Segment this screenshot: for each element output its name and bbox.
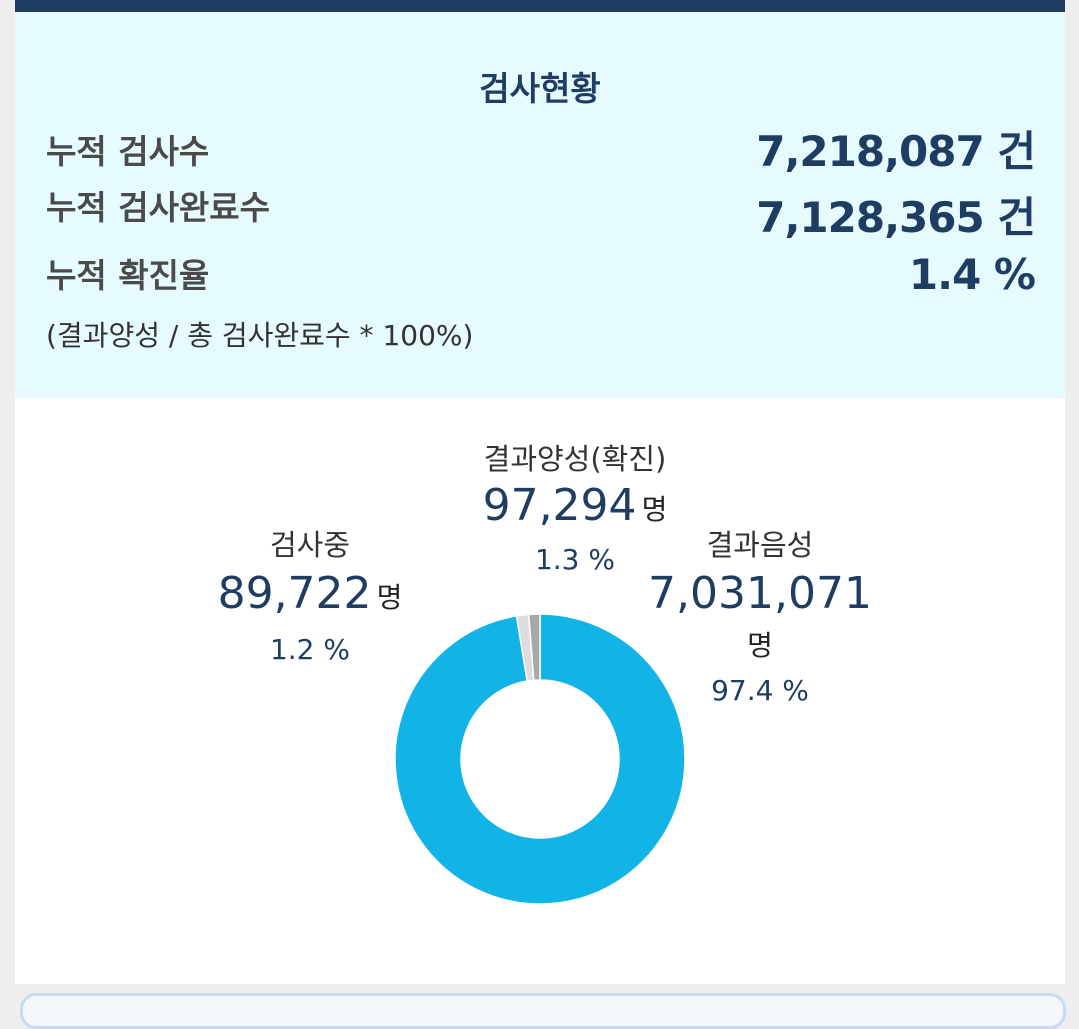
donut-chart	[394, 613, 686, 905]
panel-title: 검사현황	[479, 69, 601, 108]
negative-percent: 97.4 %	[711, 674, 809, 707]
cumulative-positive-rate-value: 1.4 %	[908, 250, 1036, 299]
test-status-panel: 검사현황 누적 검사수 7,218,087 건 누적 검사완료수 7,128,3…	[15, 12, 1065, 398]
positive-percent: 1.3 %	[534, 543, 616, 576]
negative-unit: 명	[747, 629, 773, 662]
negative-label-block: 결과음성 7,031,071 명 97.4 %	[635, 522, 885, 707]
slice-negative	[394, 613, 686, 905]
in-progress-category-name: 검사중	[269, 528, 351, 562]
positive-label-block: 결과양성(확진) 97,294 명 1.3 %	[425, 436, 725, 576]
positive-rate-formula-note: (결과양성 / 총 검사완료수 * 100%)	[46, 319, 474, 352]
in-progress-label-block: 검사중 89,722 명 1.2 %	[185, 522, 435, 666]
cumulative-completed-label: 누적 검사완료수	[46, 188, 271, 227]
in-progress-unit: 명	[376, 581, 403, 614]
in-progress-count: 89,722	[217, 568, 372, 619]
negative-count: 7,031,071	[648, 568, 872, 619]
test-results-chart-panel: 결과양성(확진) 97,294 명 1.3 % 검사중 89,722 명 1.2…	[15, 398, 1065, 984]
positive-unit: 명	[641, 493, 668, 526]
cumulative-tests-value: 7,218,087 건	[756, 127, 1036, 176]
top-bar	[15, 0, 1065, 12]
cumulative-tests-label: 누적 검사수	[46, 132, 210, 171]
positive-category-name: 결과양성(확진)	[483, 442, 667, 476]
slice-in-progress	[527, 613, 541, 682]
cumulative-positive-rate-label: 누적 확진율	[46, 256, 210, 295]
in-progress-percent: 1.2 %	[269, 633, 351, 666]
positive-count: 97,294	[482, 480, 637, 531]
bottom-section-header	[20, 993, 1066, 1029]
negative-category-name: 결과음성	[706, 528, 814, 562]
cumulative-completed-value: 7,128,365 건	[756, 193, 1036, 242]
